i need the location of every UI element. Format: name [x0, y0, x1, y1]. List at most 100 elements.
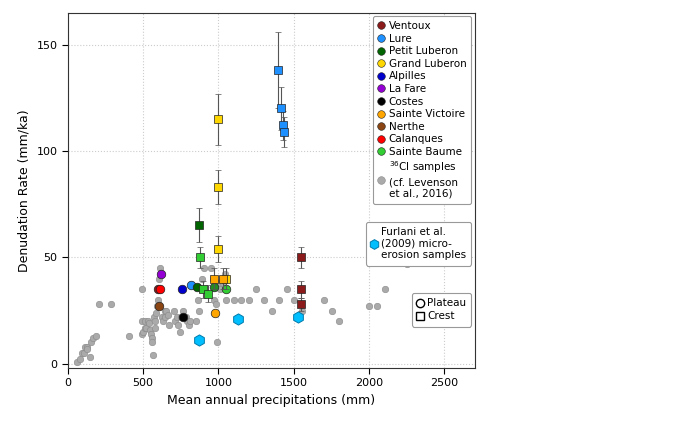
Point [243, 297, 254, 303]
Point [220, 286, 231, 293]
Point [379, 286, 390, 293]
Point [154, 303, 165, 310]
Point [364, 303, 375, 310]
Point [168, 307, 179, 314]
Point [160, 313, 171, 320]
Point [150, 324, 161, 331]
Point [136, 318, 147, 324]
X-axis label: Mean annual precipitations (mm): Mean annual precipitations (mm) [167, 394, 375, 407]
Point [153, 275, 164, 282]
Point [193, 297, 203, 303]
Point [72, 358, 83, 365]
Point [141, 324, 152, 331]
Point [209, 297, 220, 303]
Point [182, 318, 193, 324]
Point [176, 286, 187, 293]
Point [274, 297, 285, 303]
Point [155, 286, 166, 293]
Point [151, 309, 161, 316]
Point [401, 261, 412, 267]
Point [218, 280, 228, 286]
Point [155, 271, 166, 278]
Point [142, 318, 153, 324]
Point [79, 343, 90, 350]
Point [194, 307, 205, 314]
Legend: Plateau, Crest: Plateau, Crest [412, 293, 471, 327]
Point [197, 275, 207, 282]
Point [215, 286, 226, 293]
Point [155, 265, 165, 272]
Point [94, 301, 104, 308]
Point [87, 335, 98, 342]
Point [145, 326, 156, 333]
Point [251, 286, 262, 293]
Point [138, 328, 149, 335]
Point [161, 307, 172, 314]
Point [212, 339, 222, 346]
Point [144, 320, 155, 327]
Point [75, 356, 85, 363]
Point [176, 313, 186, 320]
Point [163, 322, 174, 329]
Point [334, 318, 344, 324]
Point [319, 297, 330, 303]
Point [183, 322, 194, 329]
Point [152, 303, 163, 310]
Point [195, 286, 206, 293]
Point [81, 343, 92, 350]
Point [156, 313, 167, 320]
Point [148, 352, 159, 359]
Point [198, 265, 209, 272]
Point [123, 333, 134, 340]
Point [174, 328, 185, 335]
Point [140, 324, 151, 331]
Point [233, 316, 243, 322]
Point [147, 339, 158, 346]
Point [221, 297, 232, 303]
Point [289, 297, 300, 303]
Point [171, 313, 182, 320]
Point [326, 307, 337, 314]
Point [153, 286, 163, 293]
Point [236, 297, 247, 303]
Point [293, 313, 304, 320]
Point [214, 280, 224, 286]
Point [153, 297, 163, 303]
Point [159, 307, 170, 314]
Point [209, 284, 220, 291]
Point [136, 286, 147, 293]
Point [281, 286, 292, 293]
Point [177, 307, 188, 314]
Point [193, 337, 204, 344]
Point [207, 275, 218, 282]
Point [146, 335, 157, 342]
Point [77, 350, 87, 357]
Y-axis label: Denudation Rate (mm/ka): Denudation Rate (mm/ka) [18, 109, 31, 272]
Point [216, 275, 227, 282]
Point [162, 311, 173, 318]
Point [85, 339, 96, 346]
Point [149, 318, 160, 324]
Point [170, 318, 180, 324]
Point [137, 331, 148, 338]
Point [228, 297, 239, 303]
Point [266, 307, 277, 314]
Point [84, 354, 95, 361]
Point [220, 271, 231, 278]
Point [140, 318, 151, 324]
Point [82, 346, 93, 352]
Point [191, 318, 201, 324]
Point [157, 318, 168, 324]
Point [210, 309, 221, 316]
Point [146, 331, 157, 338]
Point [372, 303, 382, 310]
Point [210, 301, 221, 308]
Point [258, 297, 269, 303]
Point [105, 301, 116, 308]
Point [206, 265, 217, 272]
Point [173, 322, 184, 329]
Point [90, 333, 101, 340]
Point [78, 350, 89, 357]
Point [184, 318, 195, 324]
Point [148, 313, 159, 320]
